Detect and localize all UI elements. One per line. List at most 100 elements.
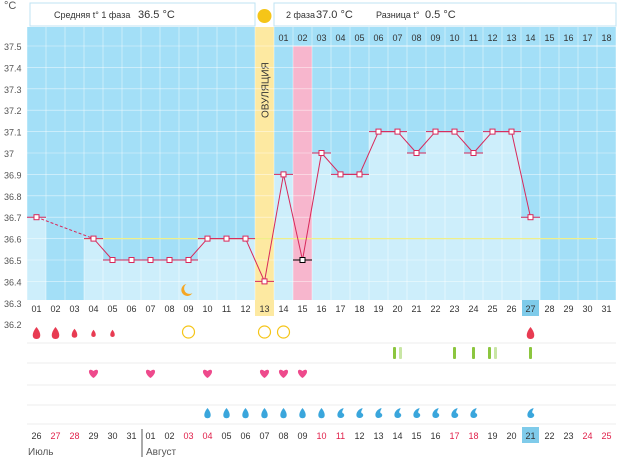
diff-label: Разница t° (376, 10, 420, 20)
temperature-segment (188, 238, 208, 261)
x-tick-label: 28 (544, 304, 554, 314)
y-tick-label: 37.2 (4, 106, 22, 116)
calendar-date: 18 (468, 431, 478, 441)
temperature-segment (93, 238, 113, 261)
month-july: Июль (28, 447, 54, 457)
discharge-drop-icon (318, 408, 325, 419)
calendar-date: 17 (449, 431, 459, 441)
discharge-swirl-icon (356, 408, 364, 418)
temperature-bar (445, 131, 464, 300)
calendar-date: 28 (69, 431, 79, 441)
temperature-point (90, 235, 97, 242)
phase2-label: 2 фаза (286, 10, 315, 20)
calendar-date: 01 (145, 431, 155, 441)
phase2-day-label: 03 (316, 33, 326, 43)
temperature-point (394, 128, 401, 135)
sun-icon (257, 9, 272, 23)
calendar-date: 15 (411, 431, 421, 441)
temperature-bar (388, 131, 407, 300)
calendar-date: 20 (506, 431, 516, 441)
calendar-date: 21 (525, 431, 535, 441)
calendar-date: 04 (202, 431, 212, 441)
temperature-point (261, 278, 268, 285)
gap-bar (46, 227, 65, 300)
y-tick-label: 36.8 (4, 192, 22, 202)
discharge-drop-icon (242, 408, 249, 419)
x-tick-label: 12 (240, 304, 250, 314)
plot-area: ОВУЛЯЦИЯ (26, 9, 617, 325)
phase2-day-label: 02 (297, 33, 307, 43)
temperature-bar (27, 217, 46, 300)
phase2-day-label: 18 (601, 33, 611, 43)
x-tick-bg-today (522, 300, 539, 316)
temperature-point (166, 257, 173, 263)
discharge-swirl-icon (527, 408, 535, 418)
temperature-series (27, 128, 597, 285)
phase2-box (273, 2, 617, 27)
temperature-point (508, 128, 515, 135)
temperature-bar (502, 131, 521, 300)
temperature-bar (160, 260, 179, 300)
discharge-swirl-icon (470, 408, 478, 418)
x-tick-label: 27 (525, 304, 535, 314)
discharge-swirl-icon (432, 408, 440, 418)
calendar-date: 30 (107, 431, 117, 441)
ovulation-test-icon (529, 347, 532, 359)
discharge-swirl-icon (375, 408, 383, 418)
calendar-today-bg (522, 427, 539, 443)
temperature-point (109, 257, 116, 263)
ovulation-test-icon (494, 347, 497, 359)
temperature-bar (217, 238, 236, 300)
x-tick-label: 24 (468, 304, 478, 314)
temperature-point (432, 128, 439, 135)
symbol-rows (27, 284, 616, 425)
temperature-point (318, 150, 325, 156)
temperature-point (128, 257, 135, 263)
temperature-point (280, 171, 287, 178)
temperature-bar (350, 174, 369, 300)
cervix-circle-icon (181, 325, 196, 339)
calendar-date: 24 (582, 431, 592, 441)
x-tick-label: 02 (50, 304, 60, 314)
temperature-point (451, 128, 458, 135)
ovulation-test-icon (488, 347, 491, 359)
calendar-date: 05 (221, 431, 231, 441)
phase1-box (29, 2, 256, 27)
phase2-day-label: 15 (544, 33, 554, 43)
temperature-bar (84, 238, 103, 300)
ovulation-test-icon (472, 347, 475, 359)
temperature-segment (302, 152, 322, 261)
discharge-swirl-icon (394, 408, 402, 418)
temperature-bar (312, 153, 331, 300)
calendar-date: 12 (354, 431, 364, 441)
x-tick-label: 21 (411, 304, 421, 314)
temperature-point (375, 128, 382, 135)
phase2-day-label: 01 (278, 33, 288, 43)
cervix-circle-icon (276, 325, 291, 339)
phase2-day-label: 13 (506, 33, 516, 43)
discharge-drop-icon (299, 408, 306, 419)
temperature-point (527, 214, 534, 221)
phase2-day-label: 10 (449, 33, 459, 43)
x-tick-label: 15 (297, 304, 307, 314)
temperature-segment (321, 152, 341, 175)
menstruation-drop-icon (71, 328, 78, 338)
y-tick-label: 36.4 (4, 277, 22, 287)
x-tick-label: 04 (88, 304, 98, 314)
calendar-date: 14 (392, 431, 402, 441)
y-tick-label: 36.5 (4, 256, 22, 266)
temperature-point (147, 257, 154, 263)
menstruation-drop-icon (91, 329, 96, 337)
temperature-point (299, 257, 306, 263)
ovulation-label: ОВУЛЯЦИЯ (261, 62, 272, 118)
temperature-segment (511, 131, 531, 218)
temperature-bar (331, 174, 350, 300)
calendar-date: 03 (183, 431, 193, 441)
x-tick-label: 10 (202, 304, 212, 314)
calendar-date: 02 (164, 431, 174, 441)
phase2-day-label: 05 (354, 33, 364, 43)
x-tick-label: 29 (563, 304, 573, 314)
temperature-bar (521, 217, 540, 300)
y-tick-label: 36.2 (4, 320, 22, 330)
